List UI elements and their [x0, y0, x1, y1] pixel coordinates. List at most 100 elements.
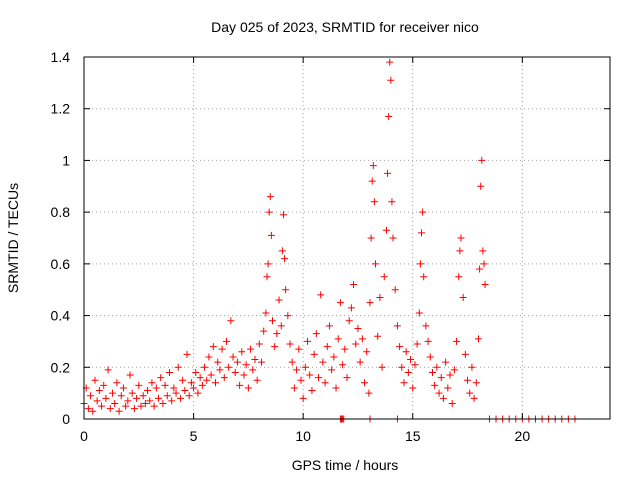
data-point: [242, 361, 250, 369]
data-point: [126, 371, 134, 379]
data-point: [426, 353, 434, 361]
data-point: [155, 394, 163, 402]
data-point: [128, 389, 136, 397]
data-point: [384, 169, 392, 177]
data-point: [104, 366, 112, 374]
data-point: [477, 182, 485, 190]
data-point: [130, 405, 138, 413]
data-point: [378, 363, 386, 371]
data-point: [218, 345, 226, 353]
data-point: [365, 389, 373, 397]
data-point: [271, 343, 279, 351]
data-point: [187, 379, 195, 387]
data-point: [339, 361, 347, 369]
data-point: [137, 402, 145, 410]
y-tick-label: 0.4: [51, 308, 71, 324]
data-point: [424, 337, 432, 345]
data-point: [472, 379, 480, 387]
data-point: [479, 247, 487, 255]
data-point: [476, 265, 484, 273]
data-point: [350, 281, 358, 289]
data-point: [325, 322, 333, 330]
data-point: [179, 376, 187, 384]
x-tick-label: 0: [80, 428, 88, 444]
data-point: [161, 381, 169, 389]
data-point: [225, 363, 233, 371]
data-point: [321, 379, 329, 387]
data-point: [398, 363, 406, 371]
data-point: [119, 384, 127, 392]
data-point: [299, 394, 307, 402]
data-point: [382, 226, 390, 234]
data-point: [117, 392, 125, 400]
data-point: [220, 374, 228, 382]
data-point: [391, 286, 399, 294]
data-point: [266, 193, 274, 201]
data-point: [431, 381, 439, 389]
data-point: [146, 397, 154, 405]
data-point: [341, 345, 349, 353]
data-point: [227, 317, 235, 325]
data-point: [295, 345, 303, 353]
data-point: [466, 389, 474, 397]
data-point: [268, 317, 276, 325]
data-point: [212, 379, 219, 387]
chart-title: Day 025 of 2023, SRMTID for receiver nic…: [211, 19, 479, 35]
data-points: [80, 58, 579, 423]
data-point: [229, 353, 237, 361]
data-point: [196, 374, 204, 382]
data-point: [190, 384, 198, 392]
x-tick-label: 5: [190, 428, 198, 444]
y-tick-label: 0.8: [51, 204, 71, 220]
data-point: [468, 363, 476, 371]
data-point: [370, 198, 378, 206]
y-tick-label: 0: [62, 411, 70, 427]
data-point: [478, 156, 486, 164]
data-point: [93, 397, 101, 405]
data-point: [297, 376, 305, 384]
data-point: [368, 177, 376, 185]
data-point: [386, 58, 394, 66]
data-point: [106, 405, 114, 413]
data-point: [332, 384, 340, 392]
data-point: [419, 208, 427, 216]
data-point: [310, 350, 318, 358]
data-point: [464, 376, 472, 384]
data-point: [203, 376, 211, 384]
data-point: [301, 363, 309, 371]
data-point: [290, 384, 298, 392]
data-point: [277, 322, 285, 330]
data-point: [444, 384, 452, 392]
data-point: [262, 309, 270, 317]
y-tick-label: 1: [62, 152, 70, 168]
data-point: [278, 247, 286, 255]
data-point: [141, 399, 149, 407]
data-point: [181, 387, 189, 395]
data-point: [282, 286, 290, 294]
data-point: [475, 335, 482, 343]
data-point: [396, 343, 404, 351]
x-tick-label: 10: [295, 428, 311, 444]
data-point: [281, 255, 289, 263]
data-point: [347, 304, 355, 312]
data-point: [418, 229, 426, 237]
data-point: [174, 363, 182, 371]
data-point: [247, 345, 255, 353]
data-point: [253, 376, 261, 384]
data-point: [176, 394, 184, 402]
data-point: [446, 371, 454, 379]
data-point: [216, 366, 224, 374]
data-point: [387, 76, 395, 84]
data-point: [89, 407, 97, 415]
data-point: [369, 162, 377, 170]
data-point: [249, 366, 257, 374]
x-tick-label: 15: [405, 428, 421, 444]
data-point: [265, 208, 273, 216]
data-point: [317, 291, 325, 299]
data-point: [168, 397, 176, 405]
data-point: [356, 358, 364, 366]
data-point: [113, 379, 121, 387]
data-point: [389, 234, 397, 242]
data-point: [411, 361, 419, 369]
